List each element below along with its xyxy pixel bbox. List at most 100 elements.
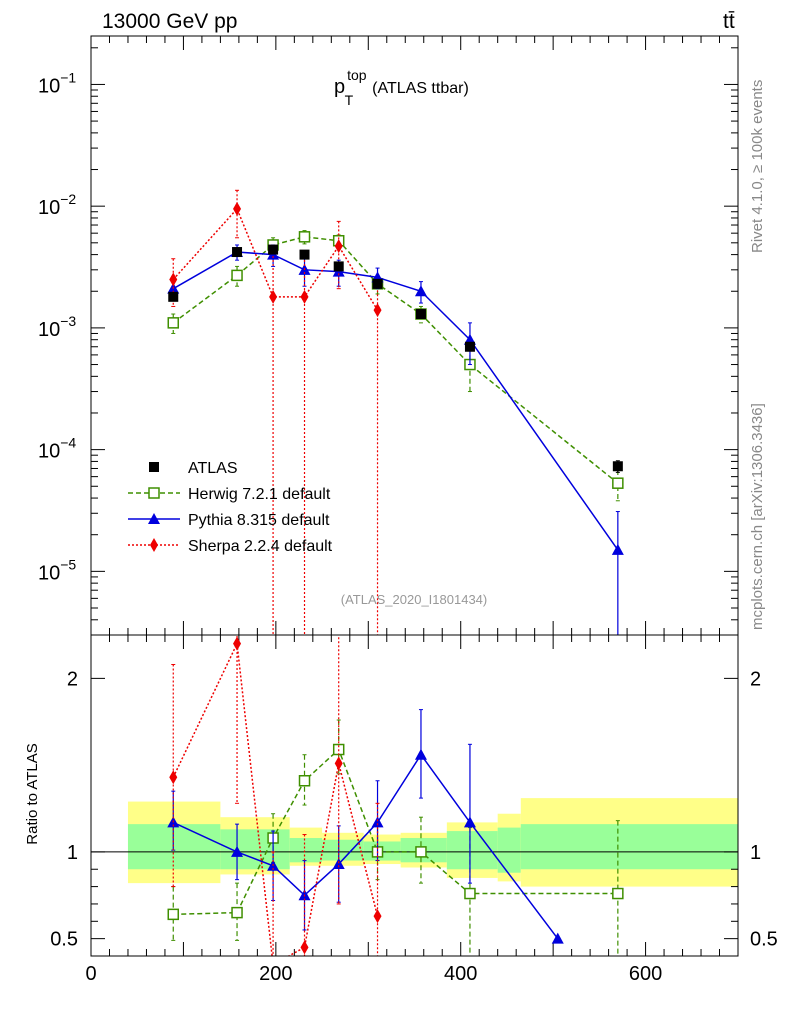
ratio-series-dotted bbox=[169, 635, 382, 956]
plot-title-sup: top bbox=[347, 67, 367, 83]
legend-label-solid: Pythia 8.315 default bbox=[188, 512, 330, 529]
header-process-label: tt̄ bbox=[723, 10, 735, 33]
ratio-marker-solid bbox=[332, 858, 345, 870]
main-marker-dotted bbox=[169, 272, 178, 287]
main-y-tick-label: 10−2 bbox=[38, 191, 76, 219]
main-marker-data bbox=[464, 341, 475, 352]
main-marker-solid bbox=[414, 285, 427, 297]
plot-title-sub: T bbox=[345, 92, 354, 108]
ratio-panel-frame bbox=[90, 634, 739, 957]
main-marker-data bbox=[232, 247, 243, 258]
main-marker-data bbox=[612, 461, 623, 472]
main-y-tick-label: 10−1 bbox=[38, 69, 76, 97]
main-y-tick-label-exponent: −4 bbox=[60, 435, 76, 451]
main-line-dotted bbox=[172, 207, 379, 311]
ratio-marker-dashed bbox=[167, 908, 180, 921]
main-y-tick-label-base: 10 bbox=[38, 441, 60, 463]
main-marker-dashed bbox=[167, 317, 180, 329]
plot-title-suffix: (ATLAS ttbar) bbox=[372, 80, 469, 97]
rivet-version-label: Rivet 4.1.0, ≥ 100k events bbox=[749, 80, 766, 253]
ratio-marker-dashed bbox=[464, 887, 476, 900]
main-y-tick-label-exponent: −1 bbox=[60, 69, 76, 85]
main-marker-data bbox=[268, 244, 279, 255]
ratio-marker-solid bbox=[463, 816, 476, 828]
ratio-y-tick-label-left: 0.5 bbox=[50, 929, 78, 951]
main-marker-dashed bbox=[231, 269, 243, 282]
legend-entry-dashed: Herwig 7.2.1 default bbox=[128, 486, 331, 503]
ratio-marker-dashed bbox=[415, 846, 427, 858]
ratio-band-inner bbox=[289, 838, 323, 863]
ratio-band-inner bbox=[446, 831, 498, 870]
plot-title: ptop T (ATLAS ttbar) bbox=[334, 67, 469, 108]
mcplots-label: mcplots.cern.ch [arXiv:1306.3436] bbox=[749, 403, 766, 630]
ratio-marker-dotted bbox=[334, 756, 343, 771]
legend-marker-solid bbox=[148, 513, 160, 524]
ratio-marker-solid bbox=[231, 845, 244, 857]
ratio-marker-dashed bbox=[231, 906, 243, 919]
main-y-tick-labels: 10−510−410−310−210−1 bbox=[38, 69, 76, 584]
main-marker-data bbox=[168, 291, 179, 302]
main-marker-data bbox=[299, 249, 310, 260]
main-y-tick-label-base: 10 bbox=[38, 319, 60, 341]
header-energy-label: 13000 GeV pp bbox=[102, 10, 237, 33]
ratio-marker-dashed bbox=[298, 775, 311, 787]
main-y-tick-label-base: 10 bbox=[38, 197, 60, 219]
legend-marker-dotted bbox=[150, 538, 158, 552]
legend-marker-dashed bbox=[148, 487, 160, 499]
ratio-marker-solid bbox=[371, 816, 384, 828]
x-tick-label: 600 bbox=[629, 963, 662, 985]
ratio-series-layer bbox=[167, 635, 624, 956]
main-marker-dotted bbox=[334, 239, 343, 254]
ratio-band-inner bbox=[520, 824, 738, 870]
main-y-tick-label-exponent: −5 bbox=[60, 556, 76, 572]
main-marker-solid bbox=[611, 543, 624, 555]
ratio-y-tick-label-left: 1 bbox=[67, 842, 78, 864]
main-marker-dashed bbox=[298, 231, 311, 243]
analysis-watermark: (ATLAS_2020_I1801434) bbox=[341, 592, 487, 607]
main-series-layer bbox=[167, 189, 624, 635]
main-y-tick-label-base: 10 bbox=[38, 75, 60, 97]
ratio-marker-dotted bbox=[233, 636, 242, 651]
legend-label-dotted: Sherpa 2.2.4 default bbox=[188, 538, 333, 555]
ratio-y-tick-label-right: 0.5 bbox=[750, 929, 778, 951]
ratio-marker-solid bbox=[551, 932, 564, 944]
main-y-tick-label-base: 10 bbox=[38, 562, 60, 584]
legend-entry-solid: Pythia 8.315 default bbox=[128, 512, 330, 529]
main-y-tick-label: 10−3 bbox=[38, 313, 76, 341]
main-y-tick-label: 10−5 bbox=[38, 556, 76, 584]
x-tick-label: 200 bbox=[259, 963, 292, 985]
main-y-tick-label-exponent: −3 bbox=[60, 313, 76, 329]
ratio-band-inner bbox=[497, 827, 521, 873]
x-tick-label: 400 bbox=[444, 963, 477, 985]
ratio-y-tick-labels: 0.5 0.5 1 1 2 2 bbox=[50, 668, 778, 950]
legend-marker-data bbox=[149, 462, 159, 472]
legend-label-dashed: Herwig 7.2.1 default bbox=[188, 486, 331, 503]
ratio-line-dotted bbox=[172, 640, 379, 956]
ratio-y-tick-label-right: 2 bbox=[750, 668, 761, 690]
ratio-y-tick-label-left: 2 bbox=[67, 668, 78, 690]
main-series-data bbox=[168, 244, 623, 473]
ratio-marker-dashed bbox=[612, 887, 624, 900]
ratio-band-inner bbox=[127, 824, 221, 870]
plot-title-p: p bbox=[334, 76, 345, 98]
main-marker-dashed bbox=[612, 477, 624, 489]
main-marker-dotted bbox=[373, 303, 382, 318]
main-y-tick-label-exponent: −2 bbox=[60, 191, 76, 207]
legend-label-data: ATLAS bbox=[188, 460, 238, 477]
ratio-axis-ticks bbox=[90, 635, 739, 957]
x-tick-label: 0 bbox=[85, 963, 96, 985]
ratio-y-tick-label-right: 1 bbox=[750, 842, 761, 864]
main-marker-data bbox=[415, 309, 426, 320]
ratio-marker-solid bbox=[414, 748, 427, 760]
main-marker-data bbox=[333, 261, 344, 272]
ratio-marker-dotted bbox=[300, 940, 309, 955]
ratio-y-axis-label: Ratio to ATLAS bbox=[24, 743, 41, 844]
ratio-marker-dotted bbox=[373, 909, 382, 924]
main-marker-dotted bbox=[269, 289, 278, 304]
legend-entry-data: ATLAS bbox=[149, 460, 238, 477]
legend-entry-dotted: Sherpa 2.2.4 default bbox=[128, 538, 333, 555]
main-marker-dotted bbox=[233, 201, 242, 216]
main-series-dotted bbox=[169, 189, 382, 635]
ratio-uncertainty-bands bbox=[127, 798, 738, 887]
